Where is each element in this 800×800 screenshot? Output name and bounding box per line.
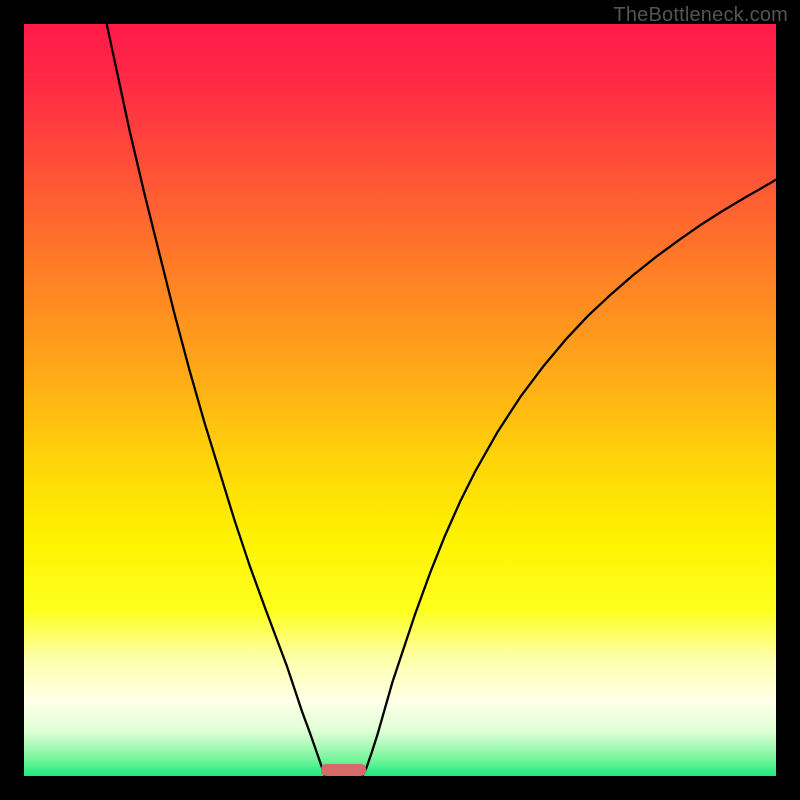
bottleneck-marker	[321, 764, 366, 776]
bottleneck-chart	[0, 0, 800, 800]
chart-stage: TheBottleneck.com	[0, 0, 800, 800]
